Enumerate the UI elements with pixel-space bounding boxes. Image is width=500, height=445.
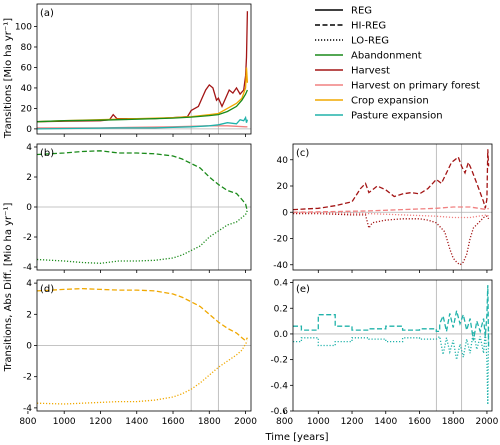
series-crop-expansion-hi-reg	[37, 287, 248, 342]
panel-b: -4 -2 0 2 4 (b)	[23, 143, 252, 273]
y-tick-label: 20	[21, 104, 33, 114]
y-tick-label: -40	[273, 261, 288, 271]
y-tick-label: 0.2	[274, 304, 288, 314]
series-crop-expansion-lo-reg	[37, 340, 248, 405]
legend-entry-abandonment: Abandonment	[315, 51, 422, 62]
axes-frame	[36, 3, 252, 135]
panel-label: (a)	[40, 8, 54, 19]
series-abandonment-hi-reg	[37, 150, 249, 212]
series-harvest-lo-reg	[293, 212, 490, 266]
panel-label: (d)	[40, 284, 54, 295]
x-tick-label: 1800	[442, 417, 465, 427]
legend-entry-harvest-on-primary-forest: Harvest on primary forest	[315, 81, 480, 92]
y-axis-label-top: Transitions [Mio ha yr⁻¹]	[3, 18, 14, 139]
x-tick-label: 1600	[408, 417, 431, 427]
panel-label: (c)	[296, 148, 309, 159]
y-tick-label: 0	[26, 203, 32, 213]
y-tick-label: 40	[277, 156, 289, 166]
x-tick-label: 1000	[307, 417, 330, 427]
panel-label: (b)	[40, 148, 54, 159]
series-abandonment-lo-reg	[37, 209, 249, 264]
legend-entry-hi-reg: HI-REG	[315, 21, 386, 32]
y-tick-label: 2	[26, 310, 32, 320]
panel-e: -0.6 -0.4 -0.2 0.0 0.2 0.4 800 1000 1200 1400 1600…	[270, 279, 498, 427]
y-tick-label: 100	[15, 23, 32, 33]
x-axis-label: Time [years]	[265, 432, 329, 443]
legend-label: Harvest on primary forest	[351, 81, 480, 92]
x-tick-label: 1200	[89, 417, 112, 427]
series-pasture-expansion	[37, 115, 249, 130]
y-tick-label: 2	[26, 173, 32, 183]
series-abandonment	[37, 89, 248, 123]
panel-a: 0 20 40 60 80 100 (a)	[15, 3, 252, 137]
legend-label: Harvest	[351, 66, 390, 77]
y-tick-label: -2	[23, 233, 32, 243]
y-tick-label: 0	[26, 125, 32, 135]
legend-entry-crop-expansion: Crop expansion	[315, 96, 429, 107]
x-tick-label: 800	[19, 417, 36, 427]
legend-label: Pasture expansion	[351, 111, 443, 122]
legend-label: Crop expansion	[351, 96, 429, 107]
y-tick-label: 4	[26, 143, 32, 153]
x-tick-label: 1200	[341, 417, 364, 427]
y-tick-label: 0.0	[274, 330, 289, 340]
axes-frame	[292, 143, 493, 271]
series-harvest-on-primary-forest-hi-reg	[293, 206, 489, 213]
x-tick-label: 800	[276, 417, 293, 427]
x-tick-label: 1400	[125, 417, 148, 427]
legend-label: Abandonment	[351, 51, 422, 62]
series-harvest	[37, 11, 249, 123]
legend-entry-harvest: Harvest	[315, 66, 390, 77]
legend-label: HI-REG	[351, 21, 386, 32]
x-tick-label: 1800	[198, 417, 221, 427]
legend-label: LO-REG	[351, 36, 389, 47]
series-harvest-on-primary-forest-lo-reg	[293, 211, 489, 219]
x-tick-label: 1000	[53, 417, 76, 427]
legend-entry-pasture-expansion: Pasture expansion	[315, 111, 443, 122]
y-tick-label: -0.4	[270, 381, 288, 391]
panel-c: -40 -20 0 20 40 (c)	[273, 143, 493, 273]
series-pasture-expansion-hi-reg	[293, 285, 490, 347]
series-pasture-expansion-lo-reg	[293, 327, 490, 405]
y-tick-label: 4	[26, 279, 32, 289]
y-tick-label: 80	[21, 43, 33, 53]
y-tick-label: 0.4	[274, 279, 289, 289]
y-tick-label: 20	[277, 182, 289, 192]
panel-label: (e)	[296, 284, 310, 295]
legend-label: REG	[351, 6, 372, 17]
x-tick-label: 2000	[475, 417, 498, 427]
panel-d: -4 -2 0 2 4 800 1000 1200 1400 1600 1800 2000 (d)	[19, 279, 257, 427]
legend: REG HI-REG LO-REG Abandonment Harvest Harvest…	[315, 6, 480, 122]
y-tick-label: -4	[23, 263, 32, 273]
y-tick-label: 0	[26, 342, 32, 352]
y-tick-label: -0.2	[270, 356, 288, 366]
y-tick-label: 0	[282, 208, 288, 218]
x-tick-label: 1600	[162, 417, 185, 427]
x-tick-label: 2000	[234, 417, 257, 427]
series-crop-expansion	[37, 67, 249, 123]
y-axis-label-bottom: Transitions, Abs Diff. [Mio ha yr⁻¹]	[3, 203, 14, 373]
legend-entry-lo-reg: LO-REG	[315, 36, 389, 47]
legend-entry-reg: REG	[315, 6, 372, 17]
x-tick-label: 1400	[374, 417, 397, 427]
series-harvest-hi-reg	[293, 149, 490, 211]
y-tick-label: 60	[21, 63, 33, 73]
axes-frame	[292, 279, 493, 412]
y-tick-label: -4	[23, 404, 32, 414]
y-tick-label: 40	[21, 84, 33, 94]
y-tick-label: -2	[23, 373, 32, 383]
y-tick-label: -20	[273, 235, 288, 245]
y-tick-label: -0.6	[270, 407, 288, 417]
